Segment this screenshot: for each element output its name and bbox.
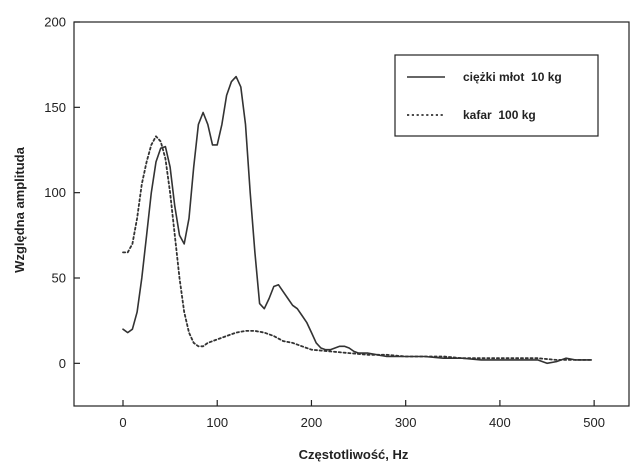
- x-axis-title: Częstotliwość, Hz: [299, 447, 409, 462]
- x-tick-label-0: 0: [119, 415, 126, 430]
- x-tick-label-300: 300: [395, 415, 417, 430]
- series-line-1: [122, 75, 593, 365]
- y-tick-label-200: 200: [44, 15, 66, 30]
- series-line-2: [122, 135, 593, 361]
- x-tick-label-400: 400: [489, 415, 511, 430]
- x-tick-label-200: 200: [301, 415, 323, 430]
- legend-box: [394, 54, 599, 137]
- y-tick-label-0: 0: [59, 356, 66, 371]
- y-axis-title: Względna amplituda: [12, 146, 27, 272]
- plot-area: [122, 75, 593, 365]
- axes: 0 50 100 150 200 0 100 200 300 400 500: [44, 15, 630, 430]
- x-tick-label-500: 500: [583, 415, 605, 430]
- y-tick-label-150: 150: [44, 100, 66, 115]
- legend: ciężki młot 10 kg kafar 100 kg: [394, 54, 599, 137]
- legend-label-1: ciężki młot 10 kg: [463, 70, 562, 84]
- x-tick-label-100: 100: [206, 415, 228, 430]
- legend-label-2: kafar 100 kg: [463, 108, 536, 122]
- y-tick-label-50: 50: [52, 271, 66, 286]
- plot-frame: [73, 21, 630, 407]
- y-tick-label-100: 100: [44, 185, 66, 200]
